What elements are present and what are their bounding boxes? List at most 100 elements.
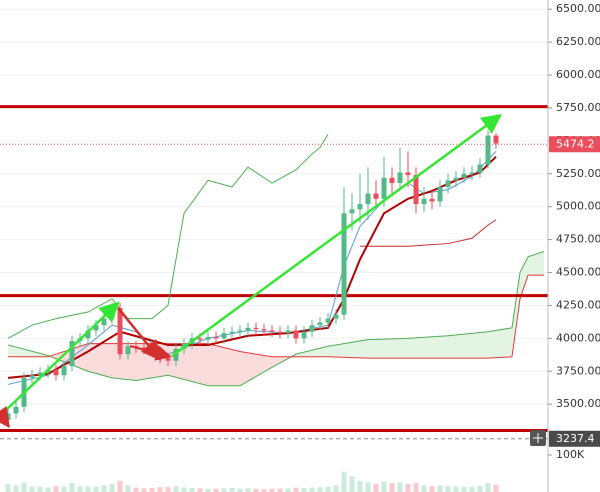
candle-body [69, 340, 75, 367]
candle-body [389, 177, 395, 184]
volume-bar [229, 487, 235, 492]
cloud-fill [296, 346, 328, 357]
candle-body [477, 164, 483, 173]
trend-arrow [0, 405, 10, 429]
candle-body [173, 348, 179, 361]
volume-bar [181, 487, 187, 492]
volume-bar [61, 486, 67, 492]
candle-body [429, 198, 435, 202]
candle-body [325, 318, 331, 323]
y-tick-label: 4250.00 [556, 298, 600, 311]
trend-arrow [117, 307, 162, 361]
volume-bar [269, 488, 275, 492]
volume-bar [325, 486, 331, 492]
candle-body [469, 172, 475, 174]
cloud-fill [88, 343, 112, 378]
volume-bar [349, 476, 355, 492]
crosshair-button[interactable] [530, 430, 546, 446]
candle-body [341, 213, 347, 315]
volume-bar [429, 486, 435, 492]
trend-arrow [3, 301, 120, 413]
y-tick-label: 6500.00 [556, 2, 600, 15]
volume-bar [469, 486, 475, 492]
candle-body [357, 204, 363, 210]
volume-bar [133, 487, 139, 492]
candle-body [381, 177, 387, 199]
volume-bar [333, 485, 339, 492]
volume-bar [77, 486, 83, 492]
cloud-fill [368, 338, 408, 359]
volume-bar [373, 483, 379, 492]
volume-bar [341, 471, 347, 492]
volume-bar [141, 488, 147, 492]
candle-body [197, 338, 203, 340]
volume-bar [93, 486, 99, 492]
cloud-fill [208, 343, 240, 386]
y-tick-label: 5000.00 [556, 200, 600, 213]
volume-bar [117, 480, 123, 492]
candle-body [37, 372, 43, 376]
volume-bar [413, 483, 419, 492]
indicator-line [360, 219, 497, 247]
candle-body [253, 327, 259, 330]
candle-body [261, 329, 267, 331]
candle-body [317, 322, 323, 326]
volume-bar [189, 487, 195, 492]
volume-bar [149, 487, 155, 492]
volume-bar [205, 488, 211, 492]
volume-bar [197, 488, 203, 492]
volume-bar [437, 485, 443, 492]
cloud-span-a [7, 250, 545, 387]
volume-bar [245, 488, 251, 492]
volume-bar [421, 485, 427, 492]
volume-bar [405, 483, 411, 492]
volume-bar [37, 486, 43, 492]
candle-body [237, 330, 243, 332]
volume-bar [445, 486, 451, 492]
cloud-fill [528, 251, 544, 276]
volume-bar [21, 482, 27, 492]
last-price-box [549, 136, 600, 153]
volume-bar [365, 482, 371, 492]
volume-bar [453, 486, 459, 492]
volume-bar [125, 485, 131, 492]
cloud-fill [448, 331, 488, 359]
volume-tick-label: 100K [556, 448, 585, 461]
y-tick-label: 4750.00 [556, 233, 600, 246]
candle-body [213, 337, 219, 339]
cloud-span-b [8, 274, 544, 359]
candle-body [285, 330, 291, 334]
price-axis: 3500.00 3750.00 4000.00 4250.00 4500.00 4750.… [548, 2, 600, 461]
cloud-fill [48, 343, 88, 372]
trend-arrow [171, 114, 503, 358]
candle-body [277, 331, 283, 334]
candle-body [453, 177, 459, 181]
volume-bar [477, 486, 483, 492]
candle-body [333, 314, 339, 319]
candle-body [421, 198, 427, 205]
candle-body [365, 193, 371, 205]
candle-body [349, 209, 355, 214]
cloud-fill [512, 272, 520, 357]
last-price-label: 5474.2 [556, 137, 595, 150]
y-tick-label: 4500.00 [556, 266, 600, 279]
y-tick-label: 5750.00 [556, 101, 600, 114]
candle-body [93, 325, 99, 331]
y-tick-label: 4000.00 [556, 331, 600, 344]
candle-body [165, 358, 171, 361]
y-tick-label: 6000.00 [556, 68, 600, 81]
volume-bar [5, 483, 11, 492]
volume-bar [13, 485, 19, 492]
volume-bar [357, 480, 363, 492]
volume-bar [165, 486, 171, 492]
axis-panel [548, 0, 600, 492]
candle-body [293, 330, 299, 339]
crosshair-box [549, 430, 600, 447]
candle-body [445, 180, 451, 187]
volume-bar [317, 487, 323, 492]
crosshair-label: 3237.4 [556, 432, 595, 445]
volume-bar [397, 482, 403, 492]
y-tick-label: 5250.00 [556, 167, 600, 180]
volume-bar [493, 484, 499, 492]
